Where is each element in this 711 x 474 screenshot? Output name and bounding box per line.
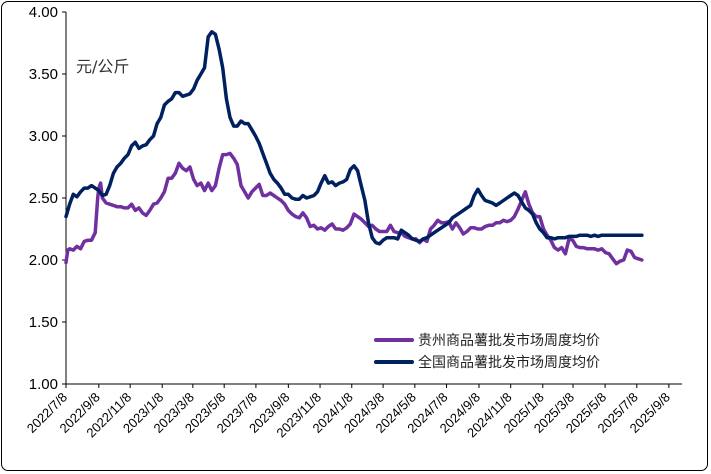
series-line-0 xyxy=(64,151,644,266)
y-tick-label: 4.00 xyxy=(29,4,58,21)
y-tick-label: 3.00 xyxy=(29,128,58,145)
series-lines xyxy=(64,30,644,266)
series-line-1 xyxy=(64,30,644,246)
y-tick-label: 3.50 xyxy=(29,66,58,83)
legend-label-1: 全国商品薯批发市场周度均价 xyxy=(418,354,600,371)
unit-label: 元/公斤 xyxy=(76,57,129,76)
y-axis-ticks: 1.00 1.50 2.00 2.50 3.00 3.50 4.00 xyxy=(29,4,66,393)
y-tick-label: 2.00 xyxy=(29,252,58,269)
legend-label-0: 贵州商品薯批发市场周度均价 xyxy=(418,332,600,349)
x-axis-ticks: 2022/7/82022/9/82022/11/82023/1/82023/3/… xyxy=(24,384,673,440)
y-tick-label: 2.50 xyxy=(29,190,58,207)
y-tick-label: 1.50 xyxy=(29,314,58,331)
y-tick-label: 1.00 xyxy=(29,376,58,393)
